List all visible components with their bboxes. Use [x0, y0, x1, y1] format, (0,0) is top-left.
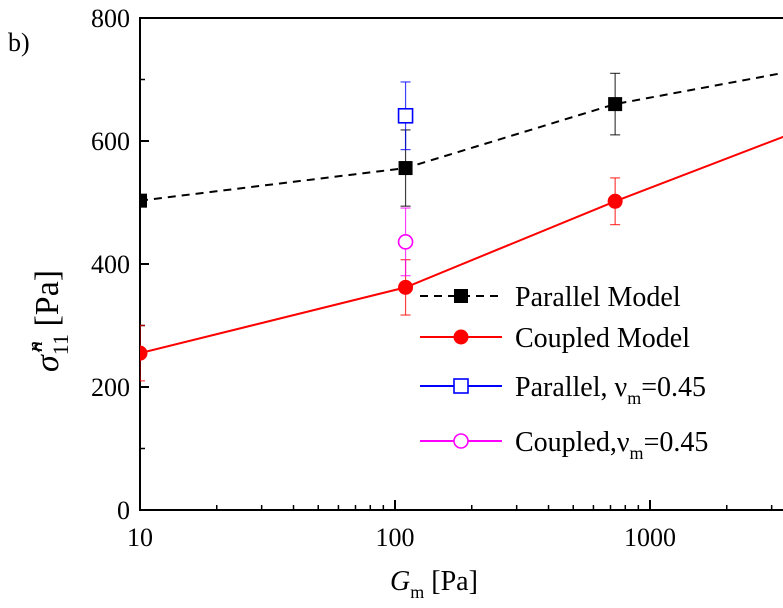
data-point [397, 107, 414, 124]
y-tick-label: 0 [117, 496, 130, 525]
legend-marker [454, 289, 468, 303]
x-tick-label: 100 [376, 523, 415, 552]
series-layer [140, 71, 783, 382]
legend-label: Coupled,νm=0.45 [515, 427, 708, 463]
panel-label: b) [8, 28, 30, 57]
data-point [607, 193, 623, 209]
x-axis-label: Gm [Pa] [390, 566, 478, 602]
y-tick-label: 200 [91, 373, 130, 402]
legend-marker [453, 378, 469, 394]
x-tick-label: 10 [127, 523, 153, 552]
series-coupled-0-45 [397, 207, 414, 277]
data-point [608, 97, 623, 112]
axis-ticks [139, 17, 773, 511]
legend-label: Parallel Model [515, 282, 681, 313]
series-parallel-model [140, 71, 783, 208]
data-point [398, 279, 414, 295]
y-tick-label: 400 [91, 250, 130, 279]
series-parallel-0-45 [397, 81, 414, 151]
data-point [398, 161, 413, 176]
y-axis-label: σ̂11n [Pa] [22, 270, 73, 372]
series-line [140, 71, 783, 202]
axis-labels: Gm [Pa] σ̂11n [Pa] [22, 270, 478, 602]
data-point [140, 345, 148, 361]
data-point [140, 193, 147, 208]
legend-marker [453, 329, 469, 345]
tick-labels: 0 200 400 600 800 10 100 1000 [91, 4, 676, 552]
data-point [397, 234, 414, 250]
legend-marker [453, 433, 469, 449]
legend-label: Coupled Model [515, 323, 690, 354]
legend: Parallel Model Coupled Model Parallel, νm=… [420, 282, 708, 463]
y-tick-label: 800 [91, 4, 130, 33]
y-tick-label: 600 [91, 127, 130, 156]
series-line [140, 135, 783, 355]
legend-label: Parallel, νm=0.45 [515, 372, 706, 408]
x-tick-label: 1000 [624, 523, 676, 552]
series-coupled-model [140, 135, 783, 382]
